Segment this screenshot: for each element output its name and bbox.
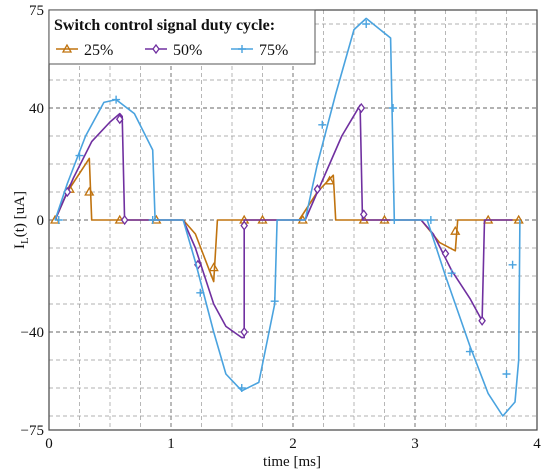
series-line bbox=[54, 17, 521, 417]
series-line bbox=[54, 104, 513, 339]
data-point bbox=[84, 186, 95, 196]
series-layer bbox=[49, 17, 524, 417]
y-tick-label: 75 bbox=[29, 3, 44, 19]
legend-label: 25% bbox=[84, 42, 113, 59]
data-point bbox=[240, 220, 249, 231]
data-point bbox=[359, 209, 368, 220]
data-point bbox=[152, 43, 160, 55]
legend-entry: 25% bbox=[56, 42, 113, 59]
data-point bbox=[318, 120, 327, 129]
data-point bbox=[208, 262, 219, 272]
data-point bbox=[426, 216, 435, 224]
y-axis-title: IL(t) [uA] bbox=[12, 191, 31, 249]
x-tick-label: 1 bbox=[167, 436, 175, 452]
legend-entry: 75% bbox=[231, 42, 288, 59]
x-tick-label: 3 bbox=[411, 436, 419, 452]
y-axis-title-main: I bbox=[12, 244, 28, 249]
data-point bbox=[148, 216, 157, 224]
series-2 bbox=[54, 17, 521, 417]
y-tick-label: −40 bbox=[21, 325, 44, 341]
data-point bbox=[324, 175, 335, 185]
x-axis-title: time [ms] bbox=[263, 454, 321, 470]
tick-labels: 0 1 2 3 4 −75 −40 0 40 75 bbox=[21, 3, 542, 452]
x-tick-label: 4 bbox=[533, 436, 541, 452]
y-tick-label: 40 bbox=[29, 101, 44, 117]
data-point bbox=[313, 184, 322, 195]
data-point bbox=[61, 43, 73, 53]
data-point bbox=[120, 214, 129, 226]
legend-title: Switch control signal duty cycle: bbox=[54, 17, 275, 34]
data-point bbox=[270, 297, 279, 306]
legend-items: 25% 50% 75% bbox=[56, 42, 288, 59]
x-tick-label: 2 bbox=[289, 436, 297, 452]
data-point bbox=[54, 216, 63, 224]
data-point bbox=[115, 114, 124, 125]
data-point bbox=[196, 288, 205, 297]
data-point bbox=[441, 248, 450, 259]
data-point bbox=[508, 260, 517, 269]
data-point bbox=[502, 370, 511, 378]
data-point bbox=[513, 214, 524, 224]
data-point bbox=[75, 151, 84, 160]
y-tick-label: 0 bbox=[37, 213, 45, 229]
legend: Switch control signal duty cycle: 25% 50%… bbox=[48, 9, 316, 65]
x-tick-label: 0 bbox=[45, 436, 53, 452]
data-point bbox=[389, 104, 398, 112]
y-tick-label: −75 bbox=[21, 423, 44, 439]
legend-box bbox=[48, 9, 316, 65]
data-point bbox=[357, 102, 366, 114]
data-point bbox=[362, 20, 371, 28]
data-point bbox=[478, 315, 486, 326]
y-axis-title-subscript: L bbox=[19, 237, 31, 244]
data-point bbox=[237, 384, 246, 392]
data-point bbox=[112, 95, 121, 104]
data-point bbox=[465, 347, 474, 356]
legend-label: 75% bbox=[259, 42, 288, 59]
data-point bbox=[390, 216, 399, 224]
data-point bbox=[238, 45, 246, 53]
data-point bbox=[447, 269, 456, 278]
y-axis-title-rest: (t) [uA] bbox=[12, 191, 28, 237]
data-point bbox=[450, 225, 461, 235]
legend-label: 50% bbox=[173, 42, 202, 59]
series-1 bbox=[54, 102, 513, 339]
data-point bbox=[240, 326, 249, 338]
legend-entry: 50% bbox=[145, 42, 202, 59]
